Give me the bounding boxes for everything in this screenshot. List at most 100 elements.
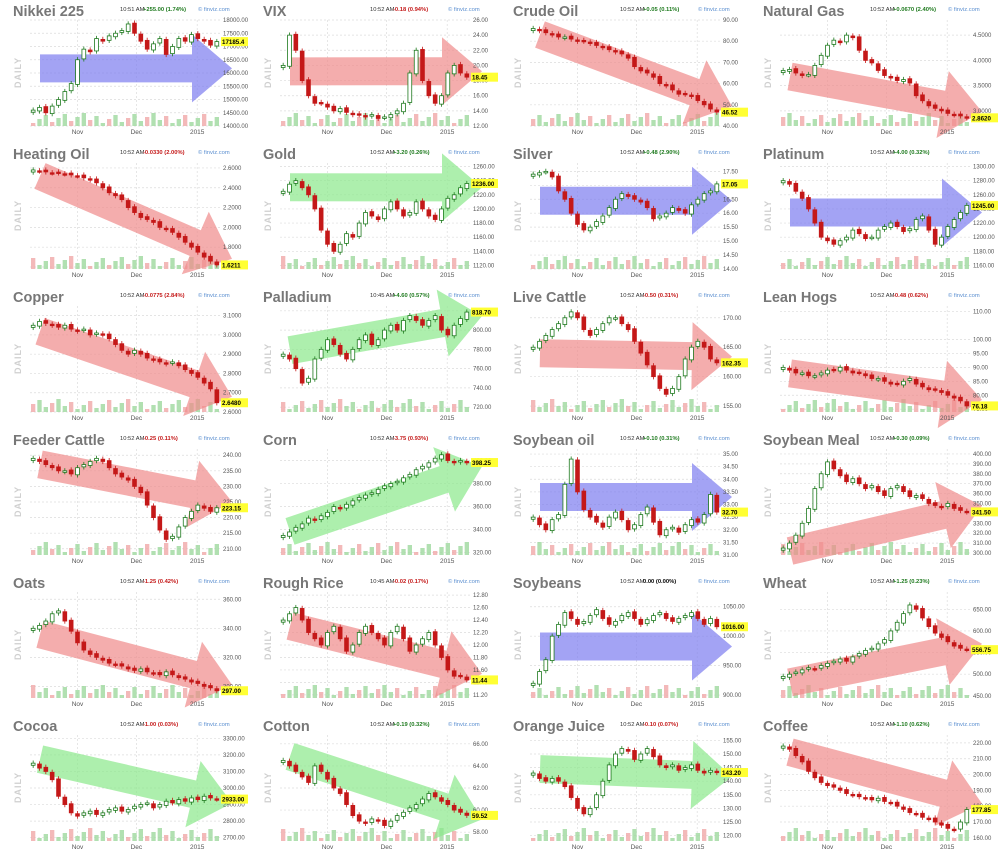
candle <box>293 33 299 51</box>
volume-bar <box>952 546 957 555</box>
candle <box>170 361 175 364</box>
volume-bar <box>43 407 48 412</box>
candle <box>119 194 125 201</box>
candle <box>113 193 118 197</box>
chart-title: Wheat <box>763 576 807 592</box>
candle <box>356 814 362 822</box>
candle <box>894 76 900 81</box>
volume-bar <box>926 686 931 698</box>
candle <box>581 621 587 624</box>
candle <box>157 221 163 228</box>
volume-bar <box>300 828 305 841</box>
chart-svg: 220.00210.00200.00190.00180.00170.00160.… <box>763 719 998 851</box>
candle <box>189 370 194 374</box>
candle <box>958 644 963 649</box>
brand-label: © finviz.com <box>698 6 730 13</box>
x-tick-label: 2015 <box>440 701 455 708</box>
candle <box>587 615 593 623</box>
volume-bar <box>793 401 798 412</box>
candle <box>125 477 131 481</box>
candle <box>363 821 368 824</box>
volume-bar <box>562 548 567 555</box>
volume-bar <box>157 401 162 412</box>
x-tick-label: Dec <box>381 272 393 279</box>
candle <box>831 239 837 245</box>
volume-bar <box>369 120 374 126</box>
volume-bar <box>869 116 874 126</box>
quote-change: +0.48 (2.90%) <box>643 150 680 156</box>
y-tick-label: 15.00 <box>723 239 739 245</box>
volume-bar <box>414 406 419 412</box>
candle <box>401 477 406 483</box>
candle <box>613 621 618 626</box>
candle <box>945 636 951 643</box>
candle <box>882 797 887 802</box>
period-watermark: DAILY <box>513 772 523 803</box>
volume-bar <box>645 259 650 269</box>
candle <box>306 775 311 783</box>
volume-bar <box>107 265 112 269</box>
quote-change: +0.10 (0.31%) <box>643 436 680 442</box>
volume-bar <box>581 266 586 269</box>
candle <box>543 523 549 531</box>
candle <box>964 401 970 407</box>
y-tick-label: 150.00 <box>723 752 742 758</box>
chart-title: Heating Oil <box>13 147 90 163</box>
volume-bar <box>293 686 298 698</box>
volume-bar <box>945 258 950 269</box>
volume-bar <box>107 838 112 841</box>
volume-bar <box>157 693 162 698</box>
y-tick-label: 85.00 <box>973 379 989 385</box>
volume-bar <box>407 399 412 412</box>
volume-bar <box>202 406 207 412</box>
x-tick-label: 2015 <box>940 272 955 279</box>
candle <box>606 516 612 527</box>
brand-label: © finviz.com <box>698 435 730 442</box>
last-price-label: 177.85 <box>972 807 991 814</box>
candle <box>151 672 156 675</box>
last-price-box <box>971 805 998 815</box>
candle <box>964 510 970 514</box>
volume-bar <box>338 399 343 412</box>
y-tick-label: 14500.00 <box>223 111 249 117</box>
volume-bar <box>113 261 118 269</box>
candle <box>708 345 713 360</box>
volume-bar <box>863 828 868 841</box>
last-price-label: 398.25 <box>472 460 491 467</box>
volume-bar <box>888 688 893 698</box>
candle <box>537 671 542 685</box>
y-tick-label: 120.00 <box>723 834 742 840</box>
period-watermark: DAILY <box>13 200 23 231</box>
candle <box>125 809 131 813</box>
candle <box>651 73 656 78</box>
chart-panel-soybean-oil: 35.00 34.50 34.00 33.50 33.00 32.50 32.00 31.50… <box>500 429 750 572</box>
candle <box>30 109 36 113</box>
volume-bar <box>176 546 181 555</box>
volume-bar <box>176 692 181 698</box>
candle <box>401 102 406 113</box>
volume-bar <box>531 400 536 412</box>
candle <box>426 793 432 801</box>
x-tick-label: Dec <box>881 415 893 422</box>
volume-bar <box>331 695 336 698</box>
chart-title: Lean Hogs <box>763 290 837 306</box>
volume-bar <box>382 404 387 412</box>
volume-bar <box>331 257 336 269</box>
candle <box>287 760 292 767</box>
volume-bar <box>594 404 599 412</box>
candle <box>562 781 568 788</box>
quote-change: +255.00 (1.74%) <box>143 7 186 13</box>
volume-bar <box>695 833 700 841</box>
candle <box>543 335 549 341</box>
volume-bar <box>369 828 374 841</box>
candle <box>568 458 574 484</box>
volume-bar <box>338 118 343 126</box>
quote-time: 10:45 AM <box>370 579 395 585</box>
candle <box>619 615 625 621</box>
volume-bar <box>607 834 612 841</box>
last-price-box <box>221 686 248 696</box>
y-tick-label: 1160.00 <box>473 235 495 241</box>
candle <box>394 625 400 633</box>
chart-svg: 400.00380.00360.00340.00320.00398.25NovD… <box>263 433 498 565</box>
volume-bar <box>170 831 175 841</box>
